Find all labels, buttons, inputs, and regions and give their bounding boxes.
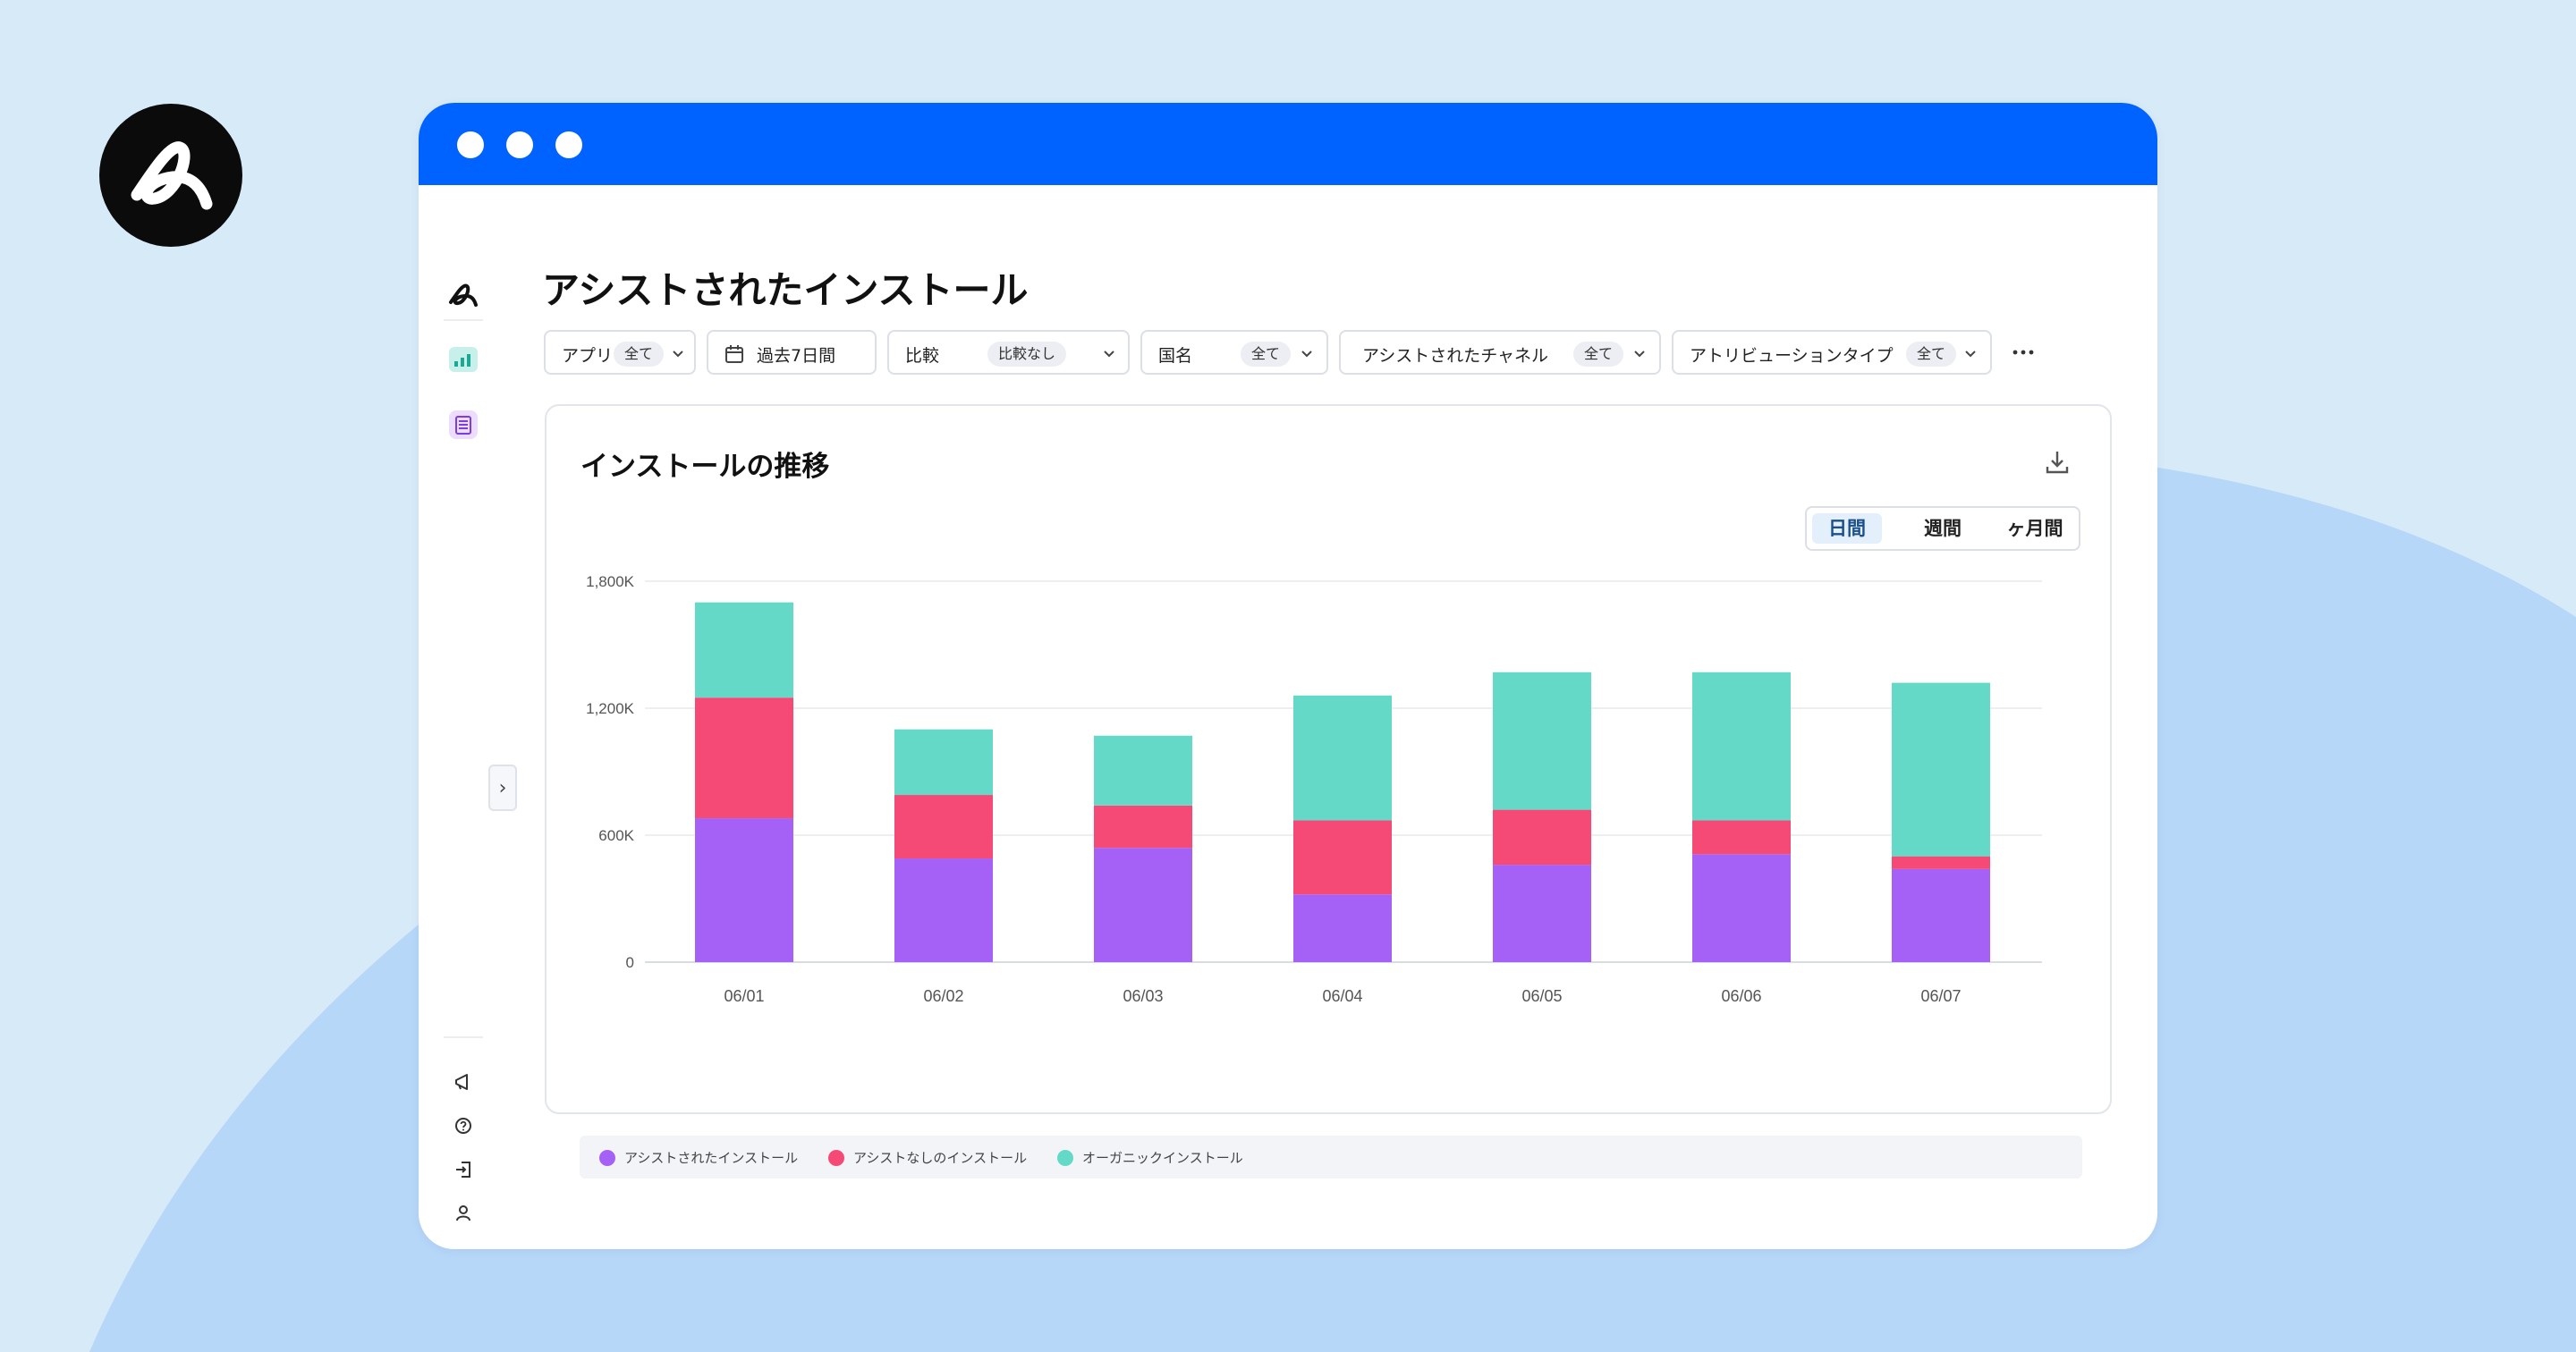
filter-compare[interactable]: 比較 比較なし [887, 330, 1130, 375]
legend-item-unassisted[interactable]: アシストなしのインストール [828, 1148, 1027, 1167]
megaphone-icon[interactable] [445, 1064, 481, 1100]
download-icon[interactable] [2042, 447, 2072, 477]
filter-app[interactable]: アプリ 全て [544, 330, 696, 375]
period-daily[interactable]: 日間 [1812, 513, 1882, 544]
chevron-down-icon [1301, 351, 1312, 358]
bar-segment[interactable] [1892, 682, 1990, 857]
period-monthly[interactable]: ヶ月間 [2006, 518, 2063, 539]
report-list-icon[interactable] [445, 407, 481, 443]
legend-item-assisted[interactable]: アシストされたインストール [599, 1148, 798, 1167]
window-titlebar [419, 103, 2157, 185]
legend-swatch [599, 1149, 615, 1166]
bar-segment[interactable] [1692, 820, 1791, 855]
y-tick-label: 1,800K [586, 573, 635, 590]
adjust-logo-icon [99, 104, 242, 247]
y-tick-label: 1,200K [586, 700, 635, 717]
bar-segment[interactable] [695, 697, 793, 819]
filter-date-range[interactable]: 過去7日間 [707, 330, 877, 375]
x-tick-label: 06/03 [1123, 987, 1163, 1005]
filter-value-pill: 全て [1906, 342, 1957, 367]
sidebar-divider [444, 1036, 483, 1038]
window-control-dot[interactable] [457, 131, 484, 158]
dashboard-chart-icon[interactable] [445, 342, 481, 377]
window-control-dot[interactable] [555, 131, 582, 158]
page-title: アシストされたインストール [542, 268, 1029, 312]
bar-segment[interactable] [1692, 672, 1791, 821]
adjust-logo-icon[interactable] [445, 276, 481, 312]
filter-label: アシストされたチャネル [1362, 346, 1549, 366]
legend-label: アシストされたインストール [624, 1150, 799, 1166]
installs-trend-card: インストールの推移 日間 週間 ヶ月間 0 600K 1,200K 1,800K 06/… [545, 404, 2112, 1179]
legend-item-organic[interactable]: オーガニックインストール [1057, 1148, 1243, 1167]
card-title: インストールの推移 [580, 451, 830, 483]
bar-segment[interactable] [1293, 820, 1392, 895]
bar-segment[interactable] [1493, 865, 1591, 962]
bar-segment[interactable] [1892, 868, 1990, 962]
calendar-icon [725, 345, 743, 363]
filter-attribution-type[interactable]: アトリビューションタイプ 全て [1672, 330, 1992, 375]
chevron-down-icon [1104, 351, 1114, 358]
chart-legend: アシストされたインストール アシストなしのインストール オーガニックインストール [580, 1136, 2082, 1179]
x-tick-label: 06/01 [724, 987, 764, 1005]
sidebar: › [419, 185, 517, 1249]
filter-assisted-channel[interactable]: アシストされたチャネル 全て [1339, 330, 1661, 375]
y-tick-label: 600K [598, 827, 634, 844]
bar-segment[interactable] [695, 602, 793, 698]
legend-swatch [828, 1149, 844, 1166]
window-control-dot[interactable] [506, 131, 533, 158]
filter-country[interactable]: 国名 全て [1140, 330, 1328, 375]
x-tick-label: 06/02 [923, 987, 963, 1005]
more-options-icon[interactable] [2011, 344, 2036, 360]
logout-icon[interactable] [445, 1152, 481, 1187]
filter-label: 過去7日間 [757, 346, 836, 366]
chevron-down-icon [673, 351, 683, 358]
bar-segment[interactable] [1293, 894, 1392, 962]
bar-segment[interactable] [1094, 805, 1192, 849]
bar-segment[interactable] [1493, 672, 1591, 810]
legend-swatch [1057, 1149, 1073, 1166]
filter-label: 国名 [1158, 346, 1193, 366]
x-tick-label: 06/04 [1322, 987, 1362, 1005]
bar-segment[interactable] [695, 818, 793, 962]
filter-value-pill: 全て [614, 342, 665, 367]
period-weekly[interactable]: 週間 [1924, 518, 1962, 539]
x-tick-label: 06/05 [1521, 987, 1562, 1005]
x-tick-label: 06/07 [1920, 987, 1961, 1005]
x-tick-label: 06/06 [1721, 987, 1761, 1005]
filter-label: アプリ [562, 346, 614, 366]
legend-label: オーガニックインストール [1082, 1150, 1243, 1166]
help-icon[interactable] [445, 1108, 481, 1144]
filter-value-pill: 全て [1573, 342, 1624, 367]
bar-segment[interactable] [894, 729, 993, 796]
legend-label: アシストなしのインストール [853, 1150, 1028, 1166]
y-tick-label: 0 [626, 954, 634, 971]
chevron-down-icon [1634, 351, 1645, 358]
bar-segment[interactable] [1094, 735, 1192, 806]
filter-value-pill: 全て [1241, 342, 1292, 367]
bar-segment[interactable] [1094, 848, 1192, 962]
bar-segment[interactable] [894, 858, 993, 962]
filter-value-pill: 比較なし [987, 342, 1067, 367]
bar-segment[interactable] [1293, 695, 1392, 821]
app-window: › アシスト [419, 103, 2157, 1249]
bar-segment[interactable] [894, 795, 993, 859]
filter-label: 比較 [905, 346, 940, 366]
period-toggle: 日間 週間 ヶ月間 [1805, 506, 2080, 551]
bar-segment[interactable] [1692, 854, 1791, 962]
bar-segment[interactable] [1892, 856, 1990, 869]
sidebar-expand-button[interactable]: › [488, 765, 517, 811]
bar-segment[interactable] [1493, 809, 1591, 866]
chevron-right-icon: › [498, 776, 507, 799]
filter-label: アトリビューションタイプ [1690, 346, 1894, 366]
chevron-down-icon [1965, 351, 1976, 358]
stacked-bar-chart: 0 600K 1,200K 1,800K 06/01 06/02 06/03 06/04 06/… [586, 573, 2042, 1005]
user-icon[interactable] [445, 1196, 481, 1231]
sidebar-divider [444, 319, 483, 321]
